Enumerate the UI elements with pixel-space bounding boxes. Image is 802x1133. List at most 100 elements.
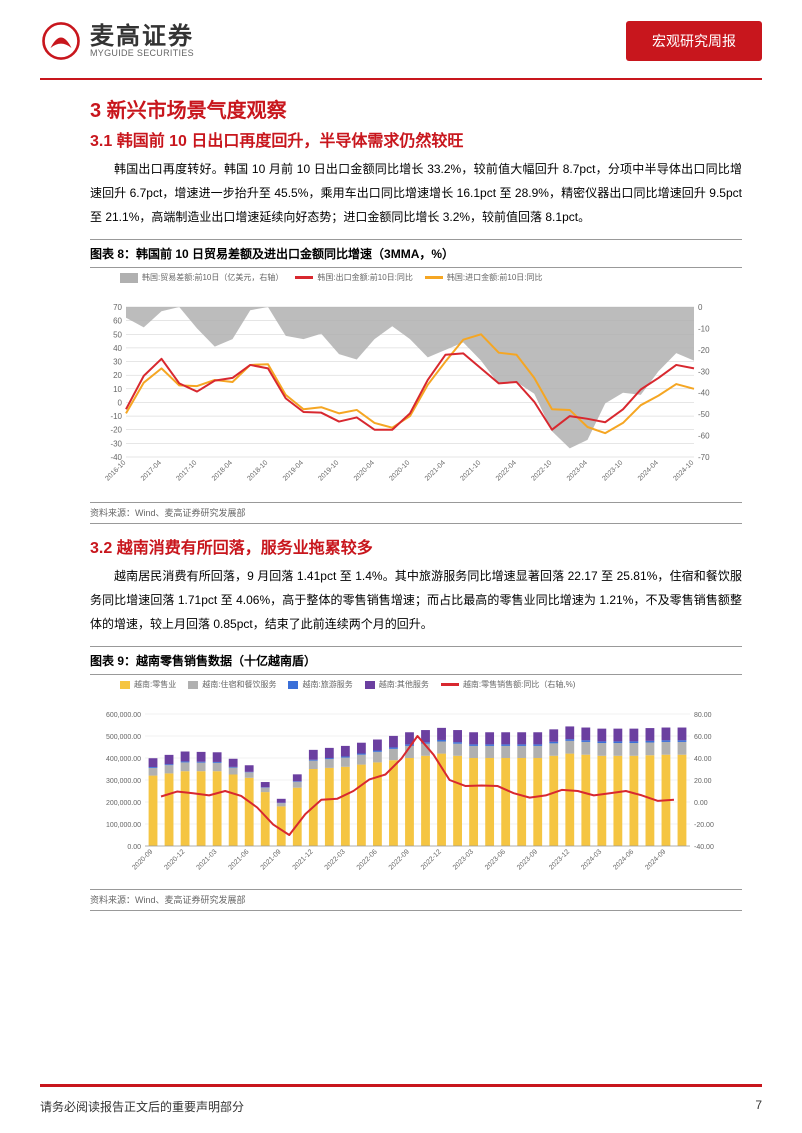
chart8-title: 图表 8：韩国前 10 日贸易差额及进出口金额同比增速（3MMA，%）	[90, 239, 742, 268]
svg-text:2019-04: 2019-04	[282, 459, 305, 482]
svg-text:100,000.00: 100,000.00	[106, 822, 141, 829]
svg-text:2017-04: 2017-04	[140, 459, 163, 482]
svg-text:30: 30	[113, 358, 122, 367]
legend-item: 越南:零售销售额:同比（右轴,%)	[441, 679, 575, 690]
chart9-title: 图表 9：越南零售销售数据（十亿越南盾）	[90, 646, 742, 675]
svg-text:2021-06: 2021-06	[227, 848, 250, 871]
legend-label: 越南:零售销售额:同比（右轴,%)	[463, 679, 575, 690]
svg-text:2021-10: 2021-10	[459, 459, 482, 482]
legend-item: 越南:零售业	[120, 679, 176, 690]
legend-label: 越南:旅游服务	[302, 679, 352, 690]
svg-text:-40.00: -40.00	[694, 844, 714, 851]
svg-text:40.00: 40.00	[694, 756, 712, 763]
svg-text:400,000.00: 400,000.00	[106, 756, 141, 763]
legend-item: 韩国:进口金额:前10日:同比	[425, 272, 543, 283]
svg-text:-10: -10	[110, 412, 122, 421]
svg-text:500,000.00: 500,000.00	[106, 734, 141, 741]
svg-text:0.00: 0.00	[127, 844, 141, 851]
svg-text:2020-10: 2020-10	[388, 459, 411, 482]
footer-rule	[40, 1084, 762, 1087]
brand-name-cn: 麦高证券	[90, 25, 194, 49]
svg-text:2021-04: 2021-04	[424, 459, 447, 482]
brand-logo: 麦高证券 MYGUIDE SECURITIES	[40, 20, 194, 62]
svg-text:-30: -30	[698, 367, 710, 376]
svg-text:2017-10: 2017-10	[175, 459, 198, 482]
svg-text:-20.00: -20.00	[694, 822, 714, 829]
section-heading: 3 新兴市场景气度观察	[90, 94, 742, 123]
svg-text:-10: -10	[698, 324, 710, 333]
svg-text:300,000.00: 300,000.00	[106, 778, 141, 785]
chart8-legend: 韩国:贸易差额:前10日（亿美元，右轴） 韩国:出口金额:前10日:同比 韩国:…	[90, 268, 742, 287]
svg-text:2023-03: 2023-03	[452, 848, 475, 871]
chart9-source: 资料来源：Wind、麦高证券研究发展部	[90, 890, 742, 911]
svg-text:70: 70	[113, 303, 122, 312]
subsection-3-2-heading: 3.2 越南消费有所回落，服务业拖累较多	[90, 534, 742, 558]
subsection-3-2-para: 越南居民消费有所回落，9 月回落 1.41pct 至 1.4%。其中旅游服务同比…	[90, 564, 742, 636]
svg-text:-60: -60	[698, 432, 710, 441]
svg-text:2023-04: 2023-04	[566, 459, 589, 482]
svg-text:600,000.00: 600,000.00	[106, 712, 141, 719]
svg-text:2016-10: 2016-10	[104, 459, 127, 482]
logo-icon	[40, 20, 82, 62]
svg-text:2023-06: 2023-06	[484, 848, 507, 871]
chart8-source: 资料来源：Wind、麦高证券研究发展部	[90, 503, 742, 524]
legend-label: 越南:零售业	[134, 679, 176, 690]
svg-text:2022-10: 2022-10	[530, 459, 553, 482]
svg-text:2022-04: 2022-04	[495, 459, 518, 482]
svg-text:40: 40	[113, 344, 122, 353]
svg-text:2024-10: 2024-10	[672, 459, 695, 482]
legend-label: 韩国:出口金额:前10日:同比	[317, 272, 413, 283]
subsection-3-1-para: 韩国出口再度转好。韩国 10 月前 10 日出口金额同比增长 33.2%，较前值…	[90, 157, 742, 229]
svg-text:2022-12: 2022-12	[420, 848, 443, 871]
page-header: 麦高证券 MYGUIDE SECURITIES 宏观研究周报	[0, 0, 802, 72]
svg-text:2021-12: 2021-12	[292, 848, 315, 871]
svg-text:80.00: 80.00	[694, 712, 712, 719]
svg-text:2021-09: 2021-09	[260, 848, 283, 871]
svg-text:200,000.00: 200,000.00	[106, 800, 141, 807]
subsection-3-1-heading: 3.1 韩国前 10 日出口再度回升，半导体需求仍然较旺	[90, 127, 742, 151]
svg-text:0: 0	[118, 398, 123, 407]
page-number: 7	[755, 1098, 762, 1115]
svg-text:-70: -70	[698, 453, 710, 462]
svg-text:60: 60	[113, 317, 122, 326]
svg-text:2023-12: 2023-12	[548, 848, 571, 871]
content-body: 3 新兴市场景气度观察 3.1 韩国前 10 日出口再度回升，半导体需求仍然较旺…	[0, 80, 802, 911]
svg-text:-40: -40	[698, 389, 710, 398]
legend-item: 越南:住宿和餐饮服务	[188, 679, 276, 690]
footer-disclaimer: 请务必阅读报告正文后的重要声明部分	[40, 1098, 244, 1115]
svg-text:2024-09: 2024-09	[644, 848, 667, 871]
brand-name-en: MYGUIDE SECURITIES	[90, 49, 194, 58]
svg-text:2021-03: 2021-03	[195, 848, 218, 871]
svg-text:2022-06: 2022-06	[356, 848, 379, 871]
svg-text:2022-09: 2022-09	[388, 848, 411, 871]
svg-text:20: 20	[113, 371, 122, 380]
svg-text:2020-04: 2020-04	[353, 459, 376, 482]
svg-text:2023-10: 2023-10	[601, 459, 624, 482]
legend-item: 韩国:出口金额:前10日:同比	[295, 272, 413, 283]
chart9-container: 越南:零售业 越南:住宿和餐饮服务 越南:旅游服务 越南:其他服务 越南:零售销…	[90, 675, 742, 890]
svg-text:-30: -30	[110, 439, 122, 448]
chart8-container: 韩国:贸易差额:前10日（亿美元，右轴） 韩国:出口金额:前10日:同比 韩国:…	[90, 268, 742, 503]
svg-text:2020-12: 2020-12	[163, 848, 186, 871]
svg-text:2024-03: 2024-03	[580, 848, 603, 871]
svg-text:-20: -20	[698, 346, 710, 355]
svg-text:2024-04: 2024-04	[637, 459, 660, 482]
svg-text:0: 0	[698, 303, 703, 312]
legend-label: 越南:其他服务	[379, 679, 429, 690]
svg-text:2018-04: 2018-04	[211, 459, 234, 482]
chart8-svg: -40-30-20-100102030405060700-10-20-30-40…	[90, 287, 730, 502]
svg-text:2024-06: 2024-06	[612, 848, 635, 871]
svg-text:2018-10: 2018-10	[246, 459, 269, 482]
legend-label: 韩国:贸易差额:前10日（亿美元，右轴）	[142, 272, 283, 283]
svg-text:-20: -20	[110, 426, 122, 435]
svg-text:-50: -50	[698, 410, 710, 419]
svg-text:2019-10: 2019-10	[317, 459, 340, 482]
svg-text:10: 10	[113, 385, 122, 394]
legend-item: 越南:旅游服务	[288, 679, 352, 690]
chart9-legend: 越南:零售业 越南:住宿和餐饮服务 越南:旅游服务 越南:其他服务 越南:零售销…	[90, 675, 742, 694]
page-footer: 请务必阅读报告正文后的重要声明部分 7	[40, 1098, 762, 1115]
svg-text:50: 50	[113, 330, 122, 339]
legend-label: 韩国:进口金额:前10日:同比	[447, 272, 543, 283]
svg-text:2023-09: 2023-09	[516, 848, 539, 871]
svg-text:20.00: 20.00	[694, 778, 712, 785]
